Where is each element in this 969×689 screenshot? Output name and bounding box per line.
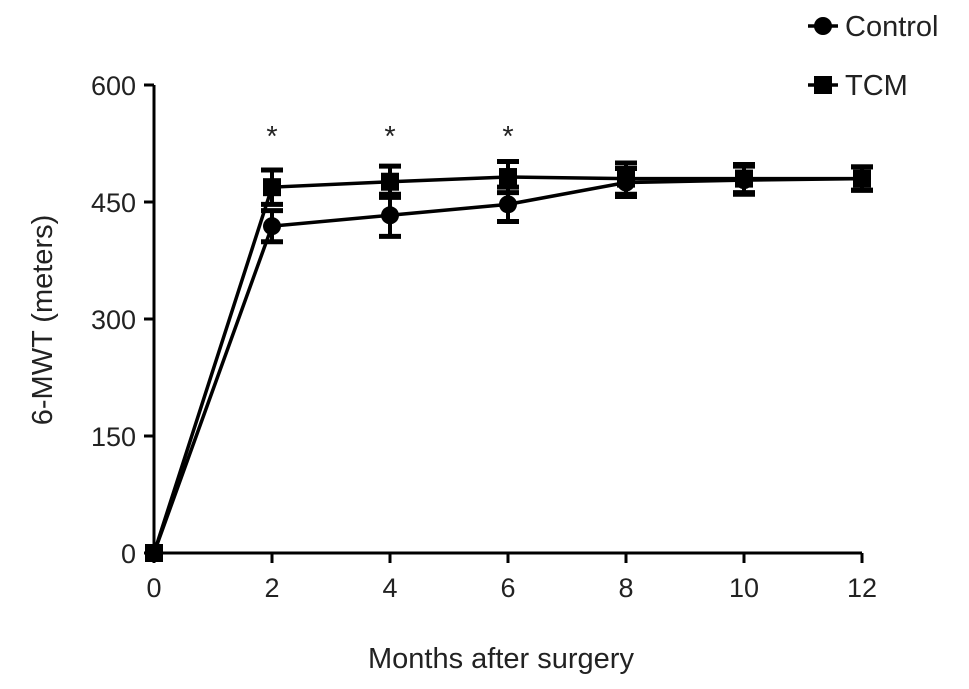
x-tick-label: 12: [847, 573, 877, 603]
data-point: [145, 544, 163, 562]
x-tick-label: 4: [382, 573, 397, 603]
series-control: [145, 163, 873, 562]
series-tcm: [145, 158, 873, 562]
data-point: [381, 206, 399, 225]
significance-marker: *: [384, 121, 395, 153]
data-point: [381, 172, 399, 191]
data-point: [853, 169, 871, 188]
data-point: [499, 168, 517, 187]
series-line: [152, 176, 863, 554]
y-tick-label: 150: [91, 422, 136, 452]
x-tick-label: 2: [264, 573, 279, 603]
x-tick-label: 8: [618, 573, 633, 603]
x-tick-label: 10: [729, 573, 759, 603]
legend-label: TCM: [845, 70, 908, 102]
data-point: [263, 178, 281, 197]
marks: * * *: [145, 121, 873, 562]
data-point: [499, 195, 517, 214]
y-axis-label: 6-MWT (meters): [27, 215, 59, 426]
data-point: [263, 217, 281, 236]
legend-marker: [814, 76, 832, 94]
y-tick-label: 0: [121, 539, 136, 569]
x-tick-label: 0: [146, 573, 161, 603]
x-axis-label: Months after surgery: [368, 643, 634, 675]
series-line: [152, 175, 862, 554]
significance-marker: *: [266, 121, 277, 153]
y-tick-label: 600: [91, 71, 136, 101]
axes: 0 150 300 450 600 0 2 4 6 8 10 12: [91, 71, 877, 603]
x-tick-label: 6: [500, 573, 515, 603]
y-tick-label: 300: [91, 305, 136, 335]
legend: Control TCM: [808, 11, 939, 102]
legend-marker: [814, 17, 832, 35]
legend-label: Control: [845, 11, 939, 43]
data-point: [735, 169, 753, 188]
data-point: [617, 169, 635, 188]
significance-marker: *: [502, 121, 513, 153]
y-tick-label: 450: [91, 188, 136, 218]
